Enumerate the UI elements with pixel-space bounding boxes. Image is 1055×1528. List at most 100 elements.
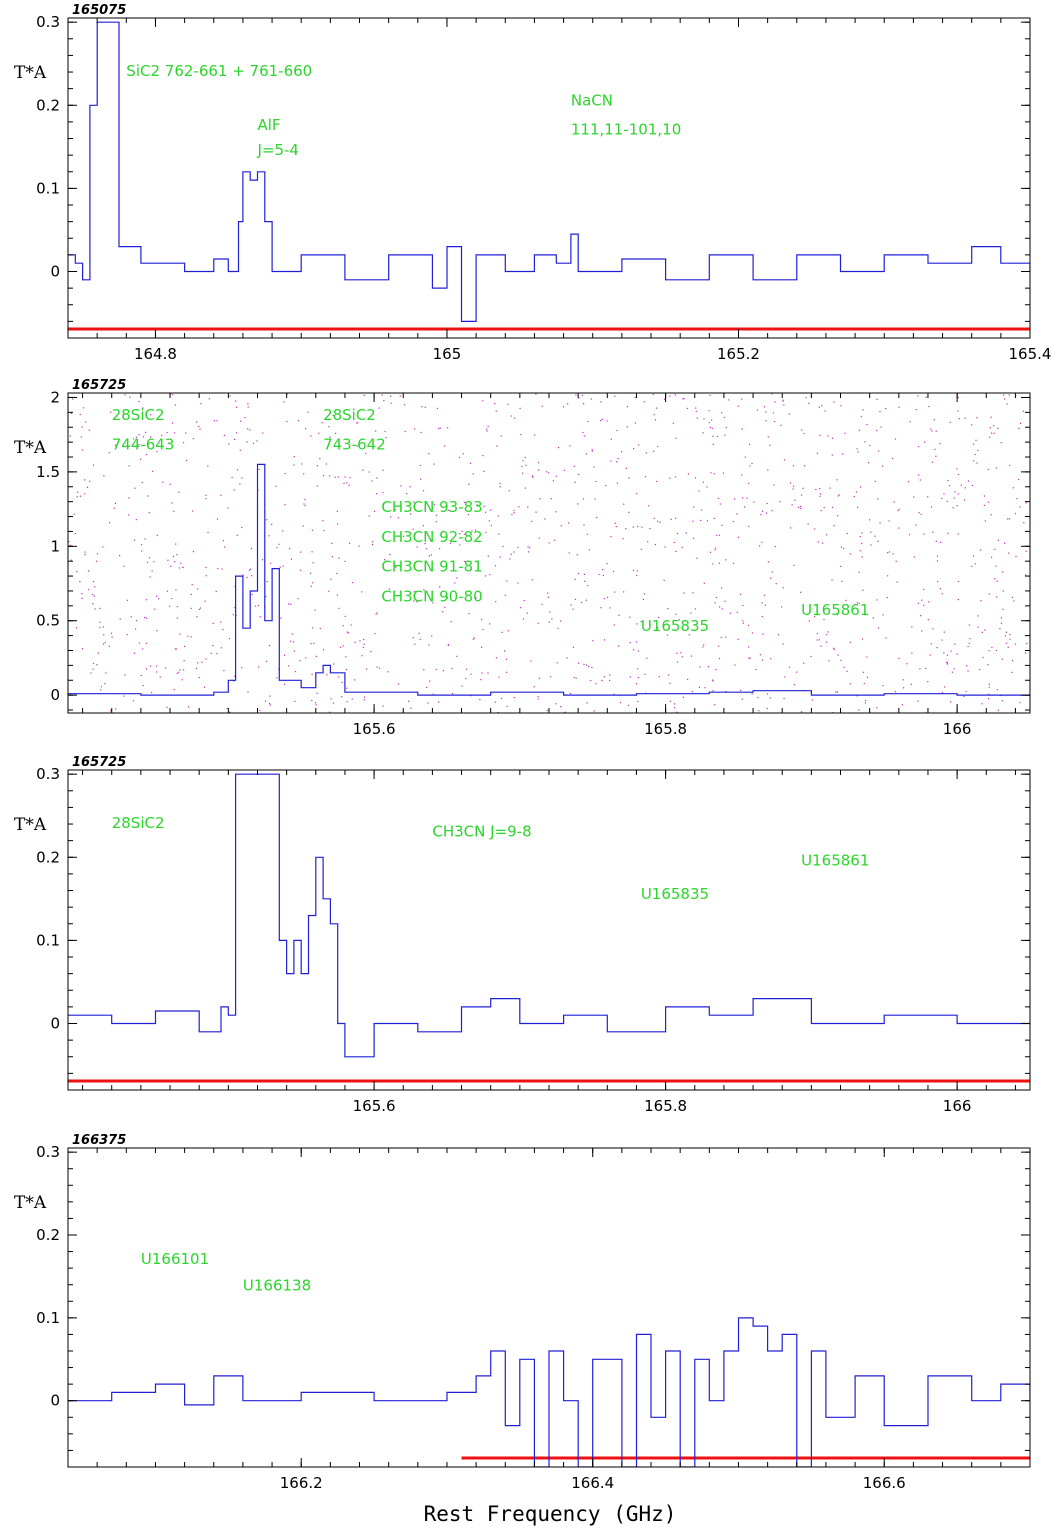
noise-dot: [711, 419, 713, 421]
noise-dot: [857, 506, 859, 508]
noise-dot: [793, 684, 795, 686]
noise-dot: [635, 683, 638, 685]
noise-dot: [714, 602, 716, 604]
noise-dot: [297, 420, 299, 422]
noise-dot: [92, 464, 95, 466]
noise-dot: [530, 660, 532, 662]
noise-dot: [764, 604, 766, 606]
noise-dot: [227, 507, 229, 509]
noise-dot: [169, 483, 171, 485]
noise-dot: [901, 704, 903, 706]
noise-dot: [815, 488, 817, 491]
noise-dot: [736, 611, 738, 613]
noise-dot: [590, 679, 592, 682]
noise-dot: [416, 601, 418, 603]
noise-dot: [1018, 427, 1020, 430]
noise-dot: [294, 671, 297, 673]
noise-dot: [803, 662, 805, 664]
noise-dot: [927, 681, 929, 683]
line-annotation: 28SiC2: [112, 814, 165, 832]
noise-dot: [964, 487, 966, 489]
noise-dot: [569, 692, 572, 695]
noise-dot: [109, 522, 111, 524]
panel-label: 165725: [72, 755, 126, 770]
noise-dot: [546, 471, 548, 473]
noise-dot: [947, 532, 949, 534]
noise-dot: [180, 562, 182, 564]
noise-dot: [435, 668, 437, 670]
noise-dot: [145, 668, 147, 670]
noise-dot: [412, 528, 414, 530]
noise-dot: [447, 597, 449, 599]
noise-dot: [207, 465, 209, 467]
noise-dot: [638, 444, 640, 446]
noise-dot: [513, 697, 515, 699]
noise-dot: [508, 490, 510, 492]
noise-dot: [793, 485, 795, 487]
noise-dot: [119, 555, 121, 557]
line-annotation: SiC2 762-661 + 761-660: [126, 62, 312, 80]
noise-dot: [524, 456, 526, 459]
noise-dot: [1014, 513, 1017, 515]
noise-dot: [336, 510, 338, 512]
noise-dot: [842, 612, 844, 614]
x-tick-label: 165.6: [353, 720, 396, 738]
noise-dot: [114, 502, 117, 504]
noise-dot: [625, 467, 627, 469]
noise-dot: [956, 468, 958, 470]
noise-dot: [330, 578, 332, 580]
noise-dot: [637, 677, 639, 679]
noise-dot: [1017, 478, 1020, 481]
noise-dot: [771, 510, 773, 512]
noise-dot: [957, 410, 959, 412]
noise-dot: [135, 619, 138, 622]
noise-dot: [266, 519, 268, 521]
line-annotation: U165835: [641, 617, 709, 635]
noise-dot: [171, 422, 174, 424]
noise-dot: [258, 468, 260, 471]
noise-dot: [510, 415, 512, 417]
noise-dot: [973, 460, 975, 462]
noise-dot: [142, 436, 145, 438]
noise-dot: [145, 431, 147, 433]
noise-dot: [389, 553, 391, 556]
noise-dot: [128, 497, 130, 499]
y-tick-label: 0.1: [36, 1309, 60, 1327]
noise-dot: [706, 520, 709, 522]
noise-dot: [782, 400, 784, 402]
noise-dot: [69, 435, 71, 437]
noise-dot: [686, 407, 688, 409]
noise-dot: [356, 445, 358, 447]
noise-dot: [81, 597, 83, 599]
noise-dot: [145, 617, 148, 619]
noise-dot: [740, 689, 742, 691]
noise-dot: [185, 432, 187, 434]
noise-dot: [333, 663, 335, 665]
noise-dot: [833, 401, 835, 403]
noise-dot: [957, 396, 959, 398]
noise-dot: [719, 606, 721, 608]
noise-dot: [303, 473, 305, 475]
noise-dot: [126, 599, 128, 601]
noise-dot: [562, 406, 565, 408]
noise-dot: [783, 698, 785, 700]
noise-dot: [289, 548, 291, 550]
noise-dot: [931, 430, 933, 432]
noise-dot: [103, 634, 105, 636]
noise-dot: [690, 655, 693, 657]
x-tick-label: 165.4: [1009, 345, 1052, 363]
noise-dot: [79, 413, 81, 416]
noise-dot: [829, 487, 831, 489]
noise-dot: [721, 587, 723, 589]
noise-dot: [808, 402, 810, 404]
noise-dot: [913, 556, 915, 558]
noise-dot: [142, 648, 144, 650]
noise-dot: [150, 414, 152, 416]
noise-dot: [821, 405, 823, 407]
noise-dot: [761, 602, 763, 604]
noise-dot: [947, 480, 949, 482]
noise-dot: [699, 666, 701, 668]
noise-dot: [794, 499, 796, 501]
noise-dot: [894, 691, 897, 693]
noise-dot: [902, 679, 904, 681]
